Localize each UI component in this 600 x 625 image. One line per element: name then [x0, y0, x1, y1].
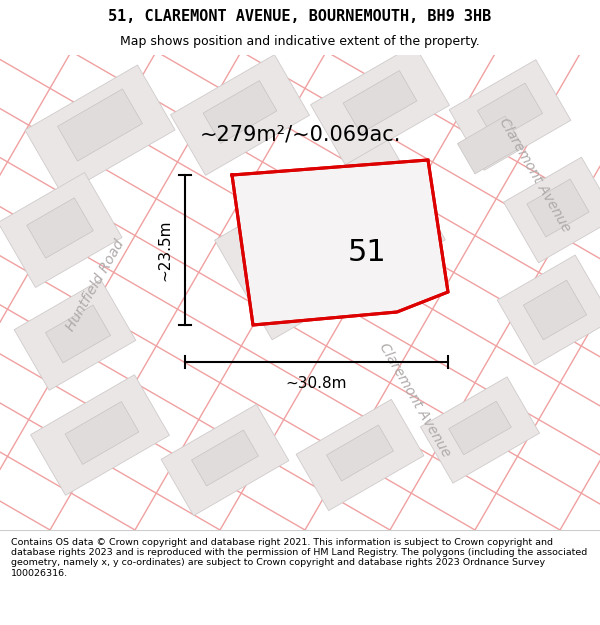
Text: ~30.8m: ~30.8m: [286, 376, 347, 391]
Polygon shape: [497, 255, 600, 365]
Polygon shape: [203, 81, 277, 143]
Polygon shape: [46, 305, 110, 363]
Polygon shape: [527, 179, 589, 237]
Polygon shape: [25, 65, 175, 195]
Text: Claremont Avenue: Claremont Avenue: [377, 341, 454, 459]
Polygon shape: [215, 140, 445, 340]
Polygon shape: [311, 45, 449, 165]
Polygon shape: [478, 83, 542, 141]
Polygon shape: [161, 404, 289, 516]
Polygon shape: [31, 375, 169, 495]
Polygon shape: [296, 399, 424, 511]
Polygon shape: [191, 430, 259, 486]
Polygon shape: [14, 280, 136, 390]
Polygon shape: [503, 158, 600, 262]
Text: 51: 51: [347, 238, 386, 268]
Text: Map shows position and indicative extent of the property.: Map shows position and indicative extent…: [120, 35, 480, 48]
Polygon shape: [0, 173, 122, 288]
Polygon shape: [170, 55, 310, 175]
Text: ~279m²/~0.069ac.: ~279m²/~0.069ac.: [199, 125, 401, 145]
Text: ~23.5m: ~23.5m: [157, 219, 173, 281]
Text: Huntfield Road: Huntfield Road: [63, 237, 127, 333]
Polygon shape: [523, 280, 587, 340]
Polygon shape: [457, 116, 523, 174]
Polygon shape: [58, 89, 142, 161]
Text: Claremont Avenue: Claremont Avenue: [497, 116, 574, 234]
Polygon shape: [65, 402, 139, 464]
Text: 51, CLAREMONT AVENUE, BOURNEMOUTH, BH9 3HB: 51, CLAREMONT AVENUE, BOURNEMOUTH, BH9 3…: [109, 9, 491, 24]
Polygon shape: [343, 71, 417, 133]
Polygon shape: [26, 198, 94, 258]
Polygon shape: [449, 60, 571, 170]
Polygon shape: [326, 425, 394, 481]
Polygon shape: [449, 401, 511, 455]
Text: Contains OS data © Crown copyright and database right 2021. This information is : Contains OS data © Crown copyright and d…: [11, 538, 587, 578]
Polygon shape: [232, 160, 448, 325]
Polygon shape: [421, 377, 539, 483]
